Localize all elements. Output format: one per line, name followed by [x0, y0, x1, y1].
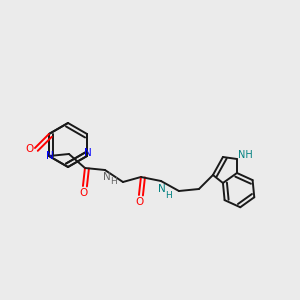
Text: N: N — [158, 184, 166, 194]
Text: N: N — [103, 172, 111, 182]
Text: O: O — [80, 188, 88, 198]
Text: O: O — [26, 144, 34, 154]
Text: N: N — [84, 148, 92, 158]
Text: H: H — [111, 178, 117, 187]
Text: O: O — [136, 197, 144, 207]
Text: NH: NH — [238, 150, 252, 160]
Text: H: H — [166, 190, 172, 200]
Text: N: N — [46, 151, 54, 161]
